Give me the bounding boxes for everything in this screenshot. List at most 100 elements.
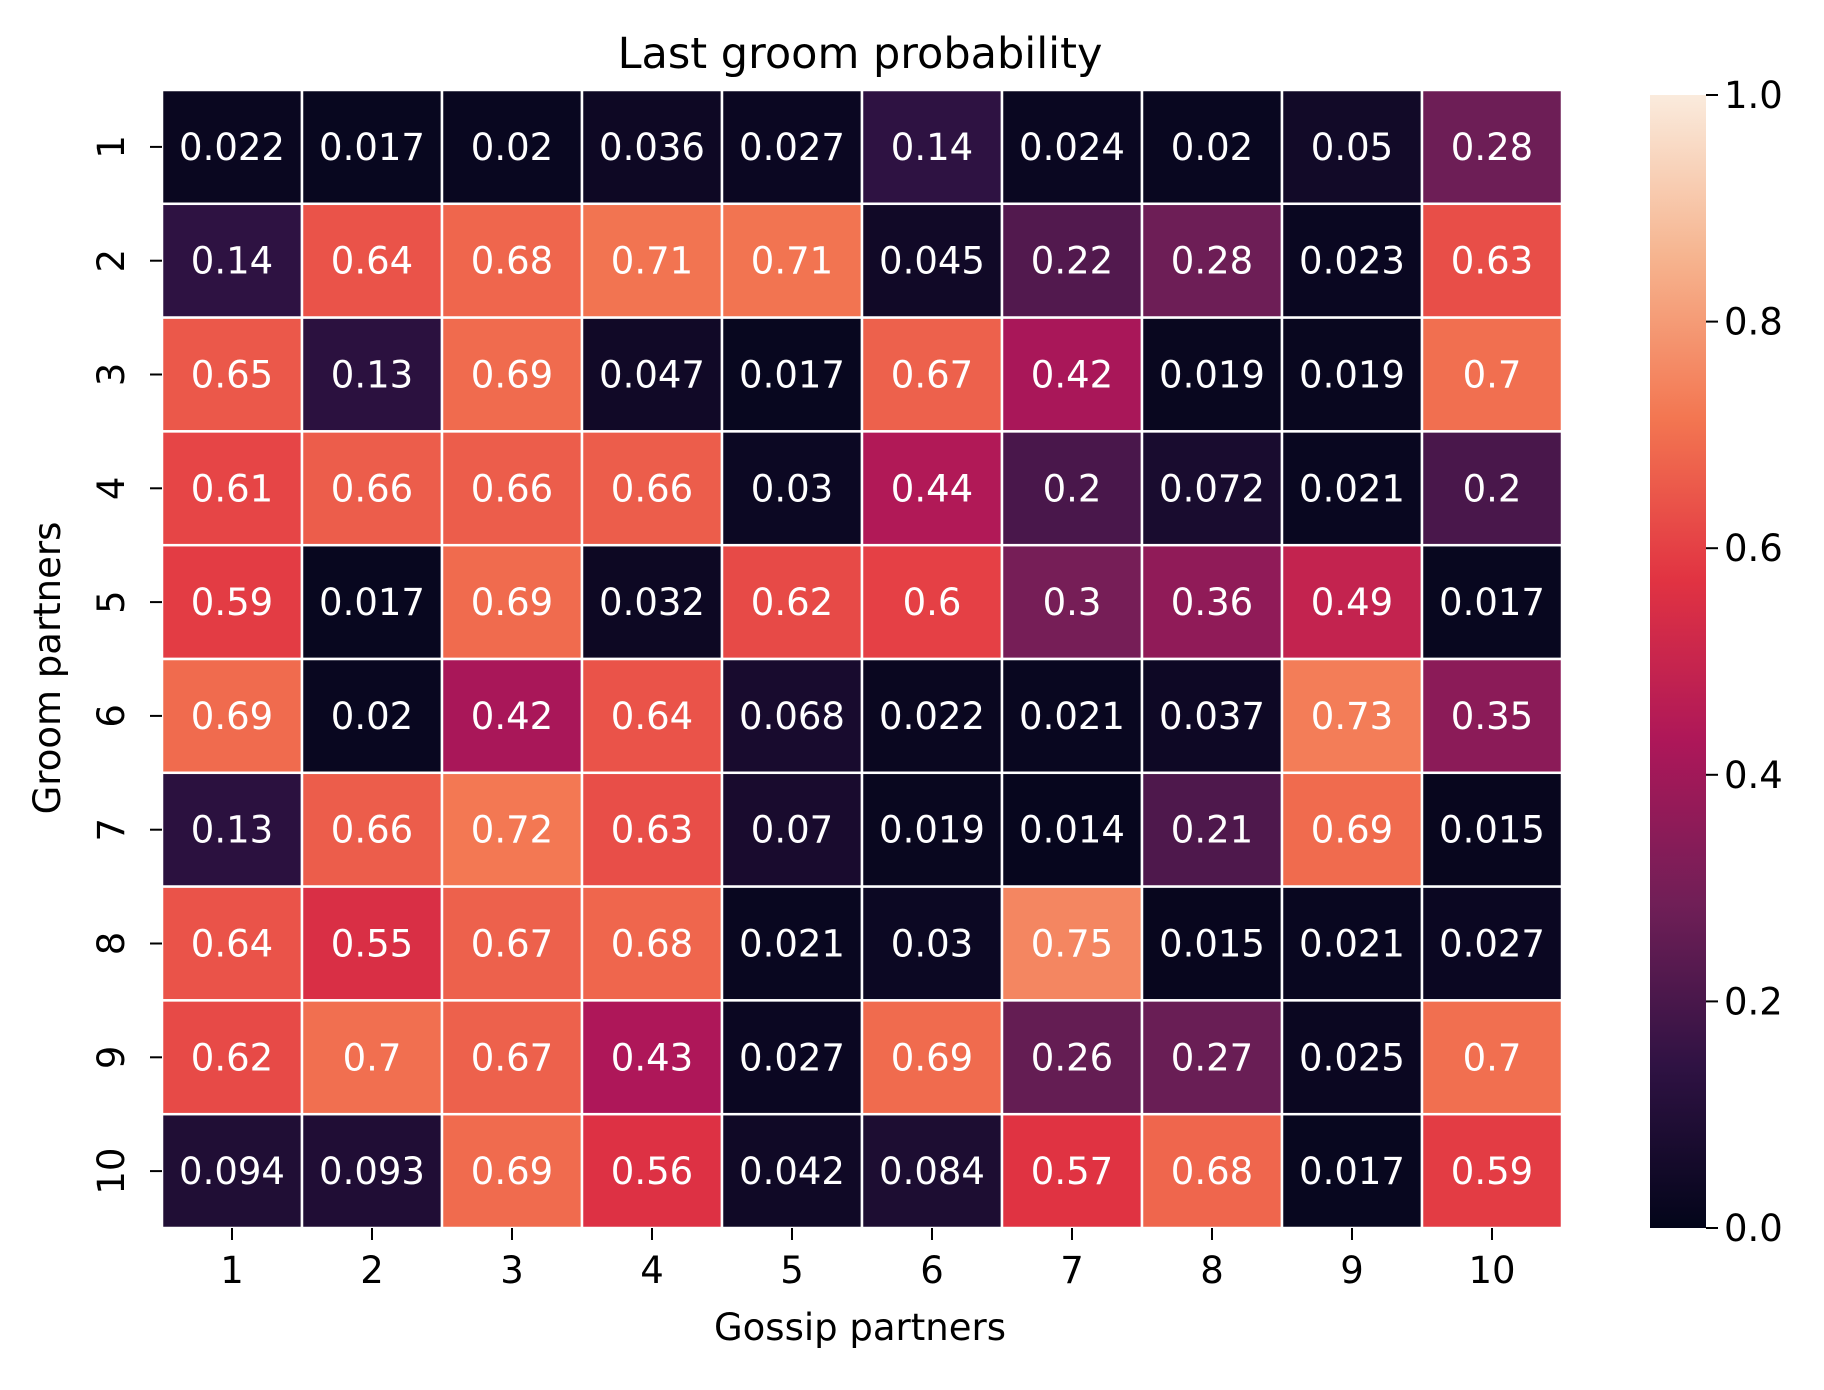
cell-value-label: 0.084 xyxy=(879,1150,985,1193)
heatmap-cell xyxy=(1280,657,1424,775)
cell-value-label: 0.69 xyxy=(191,695,273,738)
heatmap-cell xyxy=(1420,543,1564,661)
cell-value-label: 0.015 xyxy=(1159,923,1265,966)
heatmap-cell xyxy=(1140,1112,1284,1230)
heatmap-cell xyxy=(160,771,304,888)
x-tick-label: 1 xyxy=(220,1249,244,1292)
heatmap-cell xyxy=(1280,999,1424,1116)
y-tick-label: 10 xyxy=(90,1148,133,1195)
cell-value-label: 0.05 xyxy=(1311,126,1393,169)
heatmap-cell xyxy=(1000,316,1144,433)
cell-value-label: 0.072 xyxy=(1159,467,1265,510)
cell-value-label: 0.66 xyxy=(331,809,413,852)
cell-value-label: 0.28 xyxy=(1451,126,1533,169)
heatmap-cell xyxy=(1140,771,1284,888)
heatmap-cell xyxy=(160,316,304,433)
heatmap-cell xyxy=(580,771,724,888)
heatmap-cell xyxy=(860,430,1004,547)
cell-value-label: 0.71 xyxy=(751,240,833,283)
cell-value-label: 0.67 xyxy=(471,923,553,966)
heatmap-cell xyxy=(1280,430,1424,547)
cell-value-label: 0.57 xyxy=(1031,1150,1113,1193)
cell-value-label: 0.014 xyxy=(1019,809,1125,852)
cell-value-label: 0.59 xyxy=(191,581,273,624)
heatmap-cell xyxy=(1420,999,1564,1116)
cell-value-label: 0.68 xyxy=(611,923,693,966)
cell-value-label: 0.28 xyxy=(1171,240,1253,283)
cell-value-label: 0.02 xyxy=(471,126,553,169)
x-tick-label: 6 xyxy=(920,1249,944,1292)
heatmap-cell xyxy=(440,88,584,206)
x-tick-label: 2 xyxy=(360,1249,384,1292)
heatmap-cell xyxy=(580,999,724,1116)
heatmap-cell xyxy=(720,999,864,1116)
heatmap-cell xyxy=(440,316,584,433)
heatmap-cell xyxy=(860,1112,1004,1230)
heatmap-cell xyxy=(160,88,304,206)
cell-value-label: 0.021 xyxy=(1299,923,1405,966)
cell-value-label: 0.42 xyxy=(1031,354,1113,397)
cell-value-label: 0.43 xyxy=(611,1036,693,1079)
cell-value-label: 0.017 xyxy=(319,126,425,169)
cell-value-label: 0.068 xyxy=(739,695,845,738)
heatmap-cell xyxy=(1140,999,1284,1116)
heatmap-cell xyxy=(300,316,444,433)
heatmap-cell xyxy=(1420,202,1564,319)
cell-value-label: 0.62 xyxy=(191,1036,273,1079)
cell-value-label: 0.093 xyxy=(319,1150,425,1193)
heatmap-cell xyxy=(1280,202,1424,319)
cell-value-label: 0.71 xyxy=(611,240,693,283)
cell-value-label: 0.032 xyxy=(599,581,705,624)
cell-value-label: 0.021 xyxy=(739,923,845,966)
cell-value-label: 0.66 xyxy=(471,467,553,510)
cell-value-label: 0.63 xyxy=(611,809,693,852)
x-axis-label: Gossip partners xyxy=(714,1306,1006,1349)
x-tick-label: 5 xyxy=(780,1249,804,1292)
cell-value-label: 0.023 xyxy=(1299,240,1405,283)
cell-value-label: 0.019 xyxy=(879,809,985,852)
x-tick-label: 8 xyxy=(1200,1249,1224,1292)
cell-value-label: 0.036 xyxy=(599,126,705,169)
cell-value-label: 0.69 xyxy=(1311,809,1393,852)
heatmap-cell xyxy=(1000,885,1144,1002)
cell-value-label: 0.6 xyxy=(903,581,962,624)
heatmap-cell xyxy=(160,430,304,547)
cell-value-label: 0.017 xyxy=(739,354,845,397)
cell-value-label: 0.36 xyxy=(1171,581,1253,624)
cell-value-label: 0.72 xyxy=(471,809,553,852)
heatmap-cell xyxy=(300,999,444,1116)
heatmap-cell xyxy=(1280,885,1424,1002)
cell-value-label: 0.67 xyxy=(891,354,973,397)
y-axis-label: Groom partners xyxy=(26,522,69,815)
cell-value-label: 0.49 xyxy=(1311,581,1393,624)
colorbar: 0.0 0.2 0.4 0.6 0.8 1.0 xyxy=(1650,74,1783,1250)
colorbar-tick-label: 0.0 xyxy=(1724,1207,1783,1250)
cell-value-label: 0.7 xyxy=(343,1036,402,1079)
chart-title: Last groom probability xyxy=(618,29,1103,79)
cell-value-label: 0.017 xyxy=(1299,1150,1405,1193)
cell-value-label: 0.025 xyxy=(1299,1036,1405,1079)
y-axis: 1 2 3 4 5 6 7 8 9 10 xyxy=(90,135,162,1195)
cell-value-label: 0.7 xyxy=(1463,354,1522,397)
cell-value-label: 0.021 xyxy=(1299,467,1405,510)
cell-value-label: 0.017 xyxy=(1439,581,1545,624)
heatmap-cell xyxy=(720,657,864,775)
heatmap-cell xyxy=(1000,771,1144,888)
colorbar-gradient xyxy=(1650,95,1706,1228)
cell-value-label: 0.68 xyxy=(471,240,553,283)
cell-value-label: 0.62 xyxy=(751,581,833,624)
cell-value-label: 0.66 xyxy=(611,467,693,510)
y-tick-label: 7 xyxy=(90,818,133,842)
heatmap-cell xyxy=(860,885,1004,1002)
heatmap-cell xyxy=(300,543,444,661)
cell-value-label: 0.02 xyxy=(1171,126,1253,169)
cell-value-label: 0.64 xyxy=(191,923,273,966)
cell-value-label: 0.63 xyxy=(1451,240,1533,283)
cell-value-label: 0.67 xyxy=(471,1036,553,1079)
x-tick-label: 7 xyxy=(1060,1249,1084,1292)
cell-value-label: 0.3 xyxy=(1043,581,1102,624)
cell-value-label: 0.75 xyxy=(1031,923,1113,966)
cell-value-label: 0.14 xyxy=(891,126,973,169)
cell-value-label: 0.44 xyxy=(891,467,973,510)
